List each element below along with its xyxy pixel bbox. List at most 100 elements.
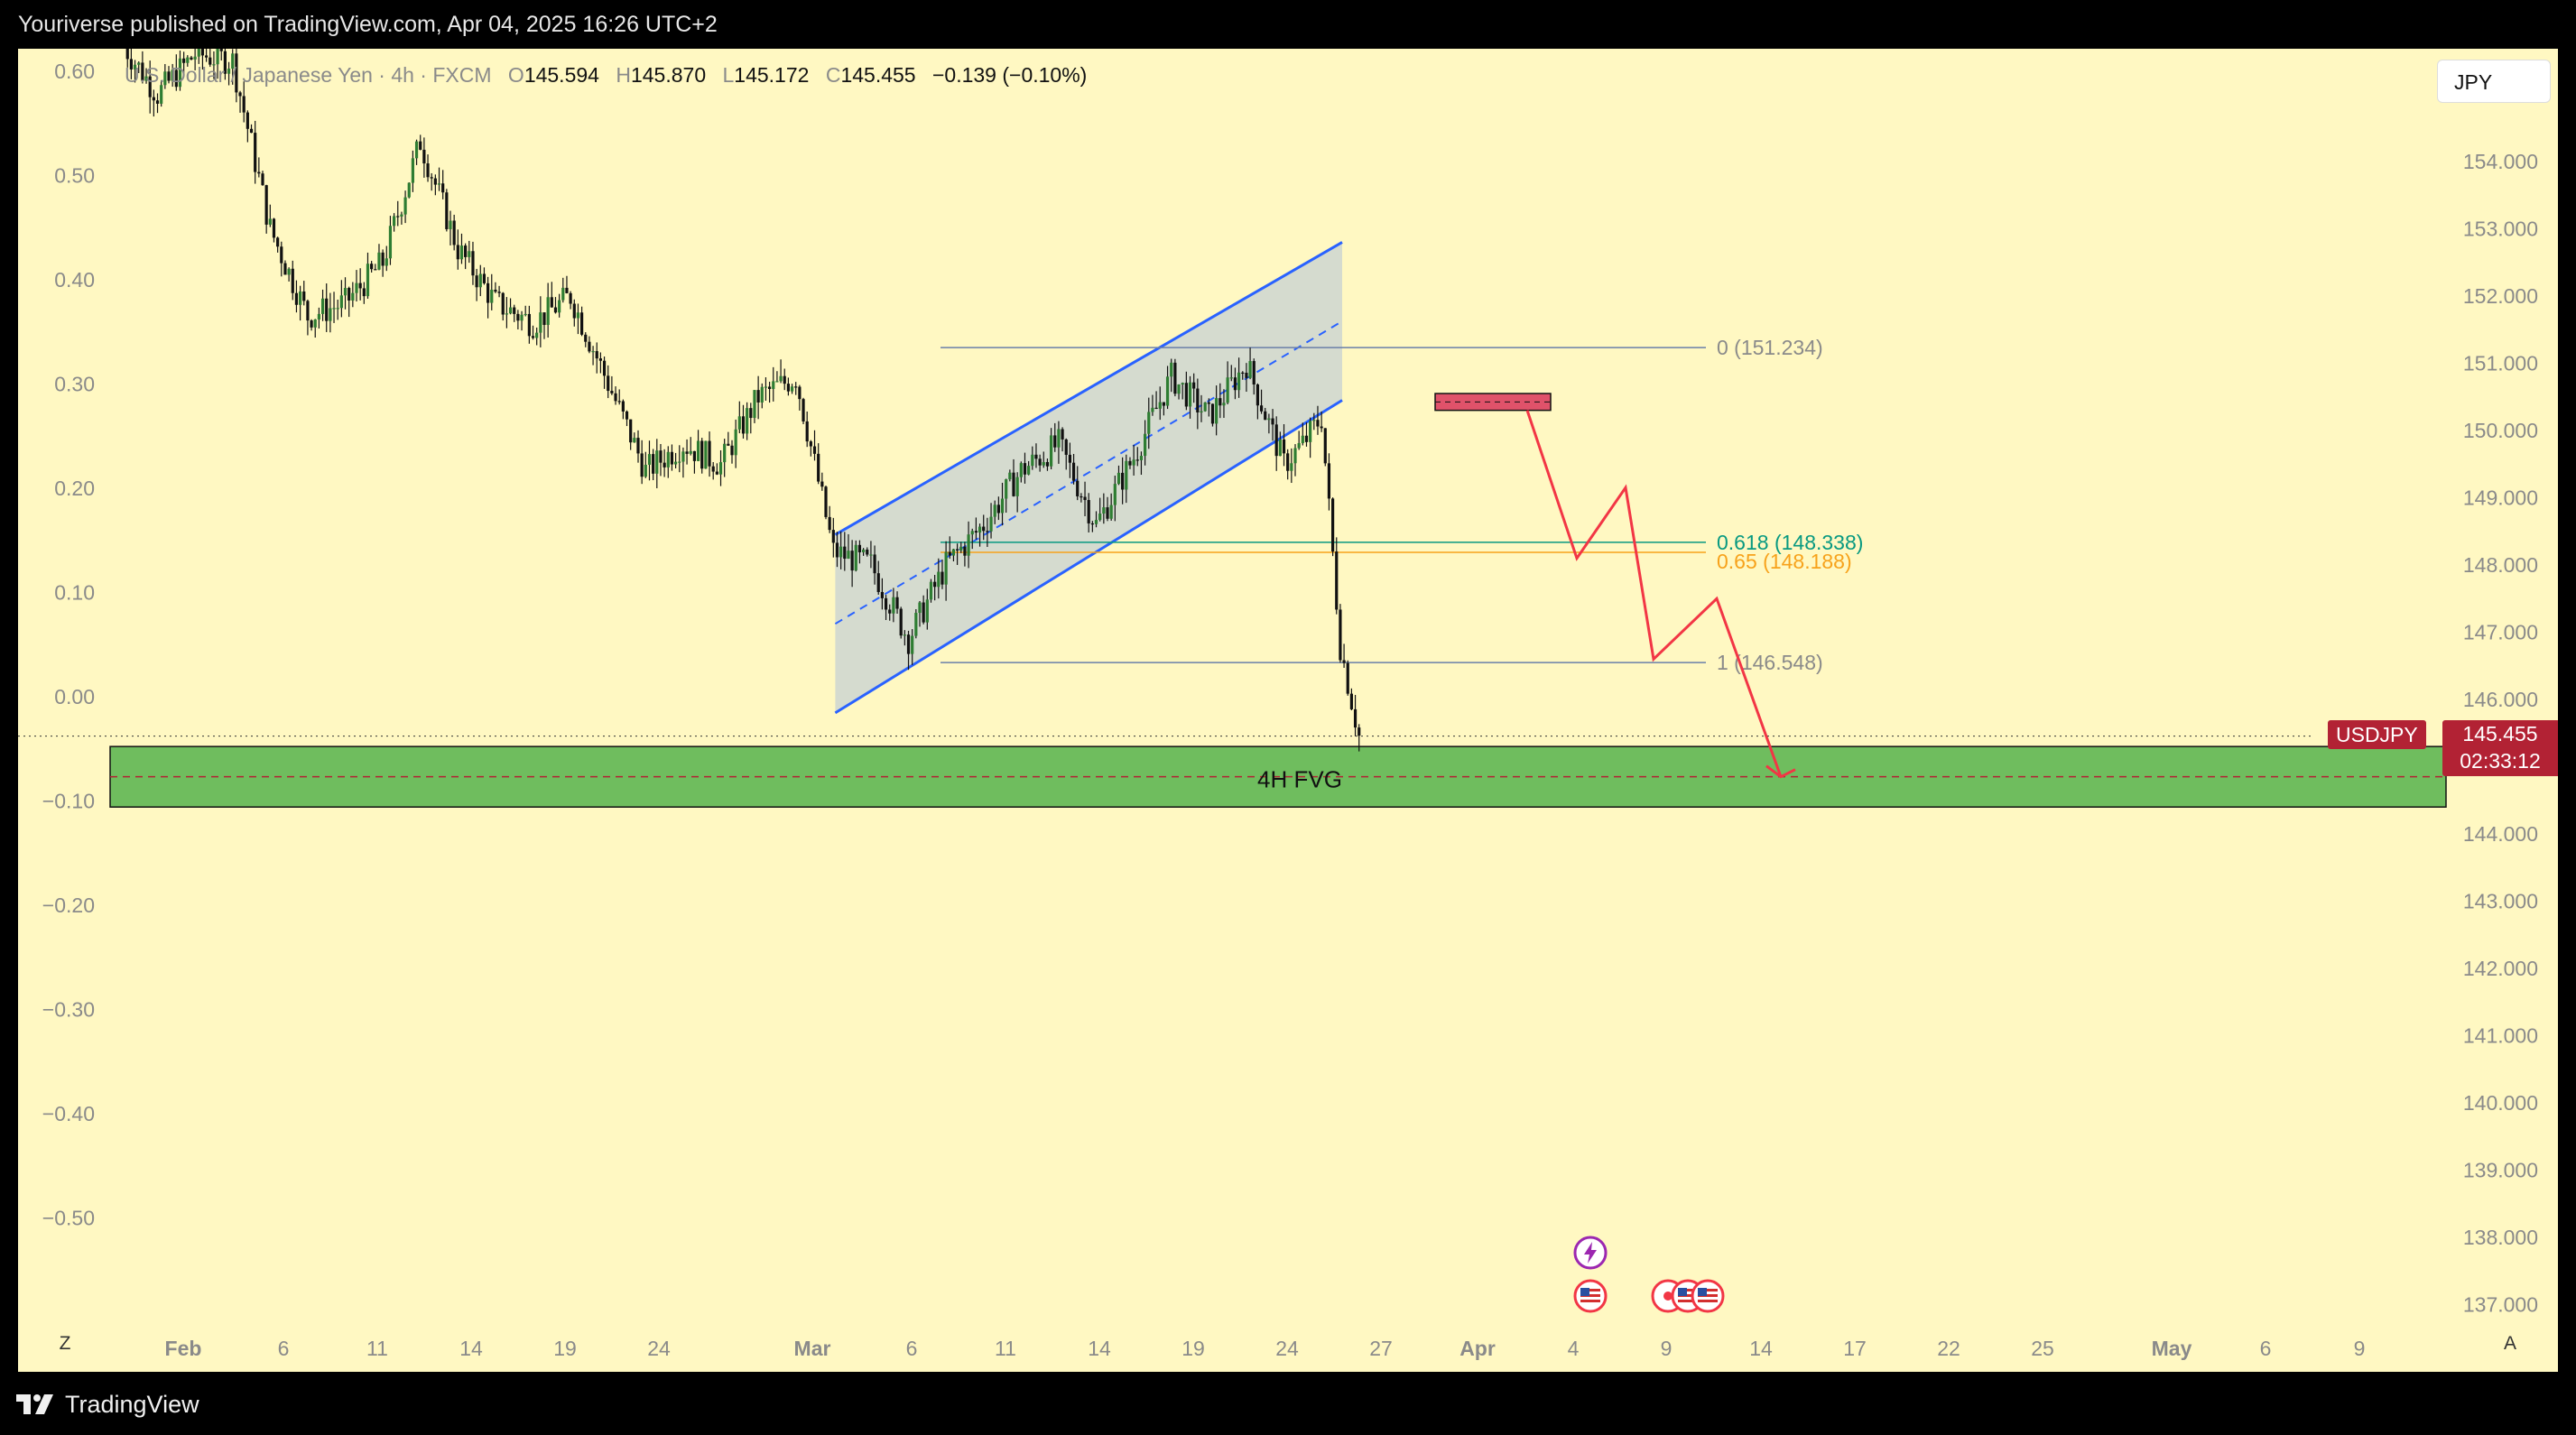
candle-up [1132,459,1135,466]
candle-down [513,307,516,314]
legend-open: 145.594 [524,63,599,87]
candle-down [1264,411,1267,421]
candle-down [358,282,362,289]
candle-down [783,375,786,384]
candle-down [433,178,437,185]
candle-up [1165,376,1170,406]
candle-up [268,218,272,225]
candle-down [1083,496,1087,501]
candle-up [903,634,906,636]
candle-down [347,288,351,301]
candle-up [959,546,963,551]
candle-down [283,263,287,275]
candle-down [824,486,828,517]
candle-down [238,92,242,97]
lightning-event-icon[interactable] [1572,1235,1608,1271]
candle-up [1109,505,1113,519]
candle-down [516,313,520,321]
tradingview-brand[interactable]: TradingView [16,1390,199,1419]
candle-up [734,429,737,456]
candle-down [419,141,422,150]
candle-up [1170,362,1173,377]
candle-up [320,298,325,314]
candle-up [911,635,914,654]
candle-up [1278,439,1282,457]
price-chart[interactable]: 154.000 153.000 152.000 151.000 150.000 149.0… [18,49,2558,1372]
candle-down [1304,435,1309,442]
candle-up [869,554,873,556]
candle-up [737,416,741,430]
candle-up [339,295,343,309]
left-axis-tick: 0.00 [54,685,95,708]
chart-area[interactable]: 154.000 153.000 152.000 151.000 150.000 149.0… [18,49,2558,1372]
candle-up [313,319,317,328]
candle-down [1353,708,1357,728]
candle-up [1008,472,1012,480]
us-flag-event-icon[interactable] [1572,1278,1608,1314]
price-badge: 145.455 02:33:12 [2442,720,2558,776]
candle-down [1038,458,1042,466]
candle-down [1196,388,1200,412]
candle-up [407,182,411,198]
candle-up [591,351,595,353]
price-badge-value: 145.455 [2462,722,2538,745]
projection-arrowhead [1765,764,1796,779]
x-axis-tick: May [2152,1337,2192,1360]
candle-down [629,419,633,443]
candle-up [561,287,565,301]
channel-lower-line [834,399,1343,715]
candle-up [978,526,982,533]
candle-down [1259,405,1264,412]
candle-up [336,308,339,310]
candle-down [884,597,888,610]
candle-down [708,440,711,467]
candle-up [449,220,452,229]
candle-up [854,544,857,571]
candle-up [287,268,291,275]
candle-down [1233,377,1237,391]
candle-down [381,252,385,266]
x-axis-tick: 11 [995,1337,1016,1360]
candle-down [1282,439,1286,454]
currency-button[interactable]: JPY [2437,60,2551,103]
us-flag-event-icon[interactable] [1690,1278,1726,1314]
candle-down [941,571,944,585]
candle-up [299,291,302,305]
candle-up [647,454,652,465]
candle-down [617,401,621,403]
candle-down [1068,454,1071,463]
candle-down [542,312,546,326]
candle-down [291,268,294,293]
candle-down [148,76,152,97]
candle-up [524,313,527,316]
candle-down [272,218,276,238]
x-axis-tick: 9 [1661,1337,1673,1360]
candle-down [794,386,798,388]
x-axis-tick: 19 [1181,1337,1205,1360]
published-header: Youriverse published on TradingView.com,… [0,0,2576,49]
candle-down [922,602,925,623]
candle-down [876,573,880,592]
right-axis-tick: 139.000 [2463,1159,2538,1182]
candle-up [160,85,163,104]
auto-scale-a-button[interactable]: A [2503,1333,2516,1354]
candle-up [216,49,219,65]
candle-up [437,183,441,185]
x-axis-tick: 24 [1275,1337,1299,1360]
x-axis-tick: 27 [1369,1337,1393,1360]
candle-up [1057,429,1061,448]
candle-down [1064,439,1068,455]
legend-high: 145.870 [630,63,707,87]
candle-down [1252,361,1256,385]
zoom-z-button[interactable]: Z [59,1333,71,1354]
candle-up [558,300,561,313]
candle-up [1181,383,1184,385]
symbol-badge: USDJPY [2328,720,2426,749]
candle-down [1342,660,1346,663]
candle-down [565,287,569,293]
candle-down [155,100,160,104]
x-axis-tick: Apr [1459,1337,1496,1360]
candle-down [482,273,486,283]
candle-up [847,551,850,560]
candle-down [956,549,959,551]
